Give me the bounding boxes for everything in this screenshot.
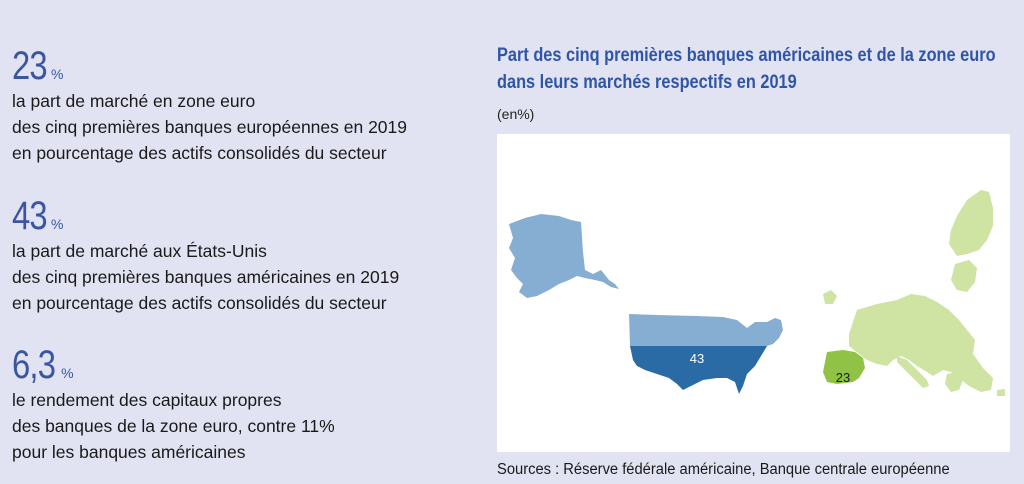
cyprus-shape xyxy=(997,389,1005,396)
stat-block-2: 43 % la part de marché aux États-Unis de… xyxy=(12,196,399,316)
map-panel: 43 23 xyxy=(497,134,1010,452)
us-north-shape xyxy=(629,314,783,346)
chart-title: Part des cinq premières banques américai… xyxy=(497,42,996,96)
stat-line: en pourcentage des actifs consolidés du … xyxy=(12,143,387,163)
iberia-shape xyxy=(823,350,865,384)
map-svg: 43 23 xyxy=(509,190,1005,396)
stat-block-1: 23 % la part de marché en zone euro des … xyxy=(12,46,407,166)
ireland-shape xyxy=(823,290,837,304)
us-south-shape xyxy=(630,346,767,394)
stat-unit: % xyxy=(61,365,74,381)
us-value-label: 43 xyxy=(690,351,704,366)
stat-line: des banques de la zone euro, contre 11% xyxy=(12,416,335,436)
stat-line: pour les banques américaines xyxy=(12,442,246,462)
europe-mainland-shape xyxy=(849,294,993,392)
chart-unit: (en%) xyxy=(497,106,535,122)
chart-title-line: Part des cinq premières banques américai… xyxy=(497,45,996,66)
italy-shape xyxy=(897,356,929,388)
stat-value: 43 xyxy=(12,194,48,238)
stat-line: le rendement des capitaux propres xyxy=(12,390,282,410)
greece-shape xyxy=(945,372,963,392)
finland-shape xyxy=(951,260,977,292)
stat-block-3: 6,3 % le rendement des capitaux propres … xyxy=(12,345,335,465)
eu-value-label: 23 xyxy=(836,370,850,385)
stat-value: 6,3 xyxy=(12,343,56,387)
stat-line: en pourcentage des actifs consolidés du … xyxy=(12,293,387,313)
alaska-shape xyxy=(509,214,619,298)
chart-sources: Sources : Réserve fédérale américaine, B… xyxy=(497,461,950,478)
scandinavia-shape xyxy=(949,190,993,256)
stat-unit: % xyxy=(50,216,64,232)
stat-description: la part de marché aux États-Unis des cin… xyxy=(12,238,399,316)
stat-value: 23 xyxy=(12,44,48,88)
stat-line: la part de marché en zone euro xyxy=(12,91,256,111)
stat-description: la part de marché en zone euro des cinq … xyxy=(12,88,407,166)
stat-line: la part de marché aux États-Unis xyxy=(12,241,267,261)
stat-line: des cinq premières banques européennes e… xyxy=(12,117,408,137)
stat-unit: % xyxy=(50,66,64,82)
chart-title-line: dans leurs marchés respectifs en 2019 xyxy=(497,72,797,93)
stat-description: le rendement des capitaux propres des ba… xyxy=(12,387,335,465)
stat-line: des cinq premières banques américaines e… xyxy=(12,267,400,287)
